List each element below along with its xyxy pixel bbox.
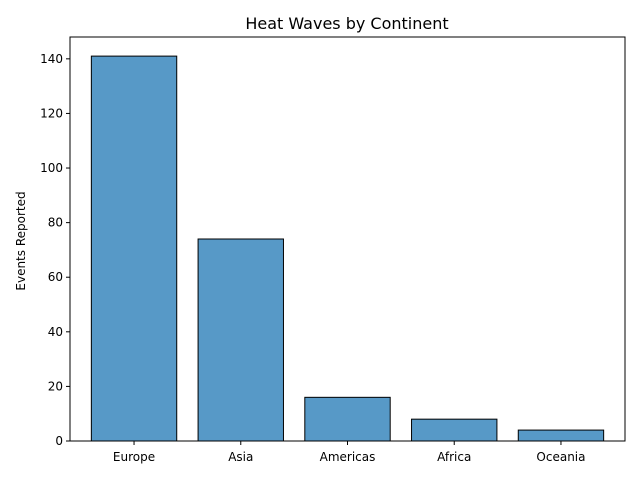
y-tick-label: 140 — [40, 52, 63, 66]
y-tick-label: 80 — [48, 216, 63, 230]
bar-asia — [197, 238, 284, 442]
y-tick-label: 60 — [48, 270, 63, 284]
y-axis-ticks: 0 20 40 60 80 100 120 140 — [40, 52, 70, 448]
x-axis-ticks: Europe Asia Americas Africa Oceania — [113, 441, 586, 464]
x-tick-label: Europe — [113, 450, 155, 464]
y-tick-label: 40 — [48, 325, 63, 339]
bars-group — [90, 55, 605, 442]
x-tick-label: Oceania — [536, 450, 585, 464]
bar-europe — [90, 55, 178, 442]
plot-frame — [69, 36, 626, 442]
y-tick-label: 0 — [55, 434, 63, 448]
bar-africa — [411, 418, 498, 442]
y-tick-label: 100 — [40, 161, 63, 175]
y-tick-label: 120 — [40, 106, 63, 120]
chart-title: Heat Waves by Continent — [245, 14, 448, 33]
bar-oceania — [517, 429, 605, 442]
y-axis-label: Events Reported — [14, 191, 28, 290]
x-tick-label: Americas — [320, 450, 376, 464]
y-tick-label: 20 — [48, 379, 63, 393]
bar-americas — [304, 396, 391, 442]
x-tick-label: Africa — [437, 450, 471, 464]
x-tick-label: Asia — [228, 450, 253, 464]
